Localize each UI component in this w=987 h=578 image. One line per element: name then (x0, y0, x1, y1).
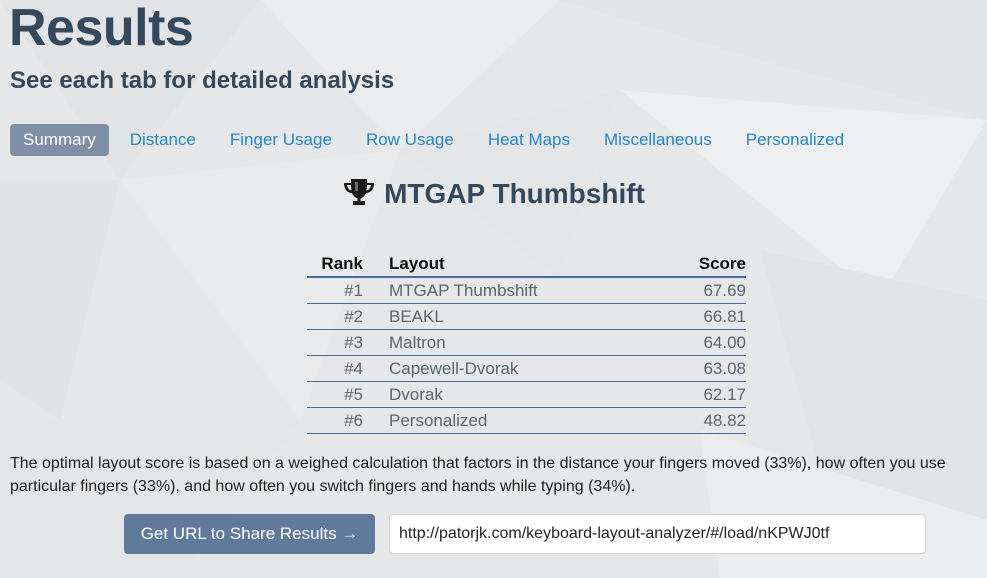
tab-row-usage[interactable]: Row Usage (365, 129, 454, 149)
column-header-layout: Layout (389, 252, 656, 278)
page-title: Results (9, 0, 194, 57)
column-header-rank: Rank (307, 252, 389, 278)
rank-cell: #1 (307, 277, 389, 304)
layout-cell: BEAKL (389, 303, 656, 330)
tab-distance[interactable]: Distance (129, 129, 196, 149)
layout-cell: Personalized (389, 407, 656, 434)
table-row: #3 Maltron 64.00 (307, 329, 746, 356)
rank-cell: #3 (307, 329, 389, 356)
trophy-icon (344, 179, 375, 205)
share-results-button[interactable]: Get URL to Share Results → (124, 514, 375, 554)
layout-cell: Maltron (389, 329, 656, 356)
score-explanation: The optimal layout score is based on a w… (10, 455, 946, 495)
rank-cell: #4 (307, 355, 389, 382)
layout-cell: Capewell-Dvorak (389, 355, 656, 382)
layout-cell: Dvorak (389, 381, 656, 408)
tab-miscellaneous[interactable]: Miscellaneous (604, 129, 712, 149)
score-cell: 67.69 (656, 277, 746, 304)
winner-name: MTGAP Thumbshift (384, 178, 645, 209)
score-cell: 63.08 (656, 355, 746, 382)
rank-cell: #6 (307, 407, 389, 434)
tab-personalized[interactable]: Personalized (745, 129, 845, 149)
table-row: #1 MTGAP Thumbshift 67.69 (307, 277, 746, 304)
layout-cell: MTGAP Thumbshift (389, 277, 656, 304)
table-row: #4 Capewell-Dvorak 63.08 (307, 355, 746, 382)
table-row: #6 Personalized 48.82 (307, 407, 746, 434)
winner-heading: MTGAP Thumbshift (0, 174, 987, 214)
column-header-score: Score (656, 252, 746, 278)
score-cell: 66.81 (656, 303, 746, 330)
ranking-table: Rank Layout Score #1 MTGAP Thumbshift 67… (307, 252, 746, 434)
rank-cell: #2 (307, 303, 389, 330)
results-tabs: Summary Distance Finger Usage Row Usage … (10, 123, 864, 156)
tab-finger-usage[interactable]: Finger Usage (229, 129, 332, 149)
table-header-row: Rank Layout Score (307, 252, 746, 278)
share-url-field[interactable]: http://patorjk.com/keyboard-layout-analy… (389, 514, 926, 554)
score-cell: 48.82 (656, 407, 746, 434)
rank-cell: #5 (307, 381, 389, 408)
score-cell: 62.17 (656, 381, 746, 408)
tab-heat-maps[interactable]: Heat Maps (487, 129, 571, 149)
table-row: #2 BEAKL 66.81 (307, 303, 746, 330)
table-row: #5 Dvorak 62.17 (307, 381, 746, 408)
tab-summary[interactable]: Summary (10, 123, 109, 156)
score-cell: 64.00 (656, 329, 746, 356)
page-subtitle: See each tab for detailed analysis (10, 67, 395, 94)
